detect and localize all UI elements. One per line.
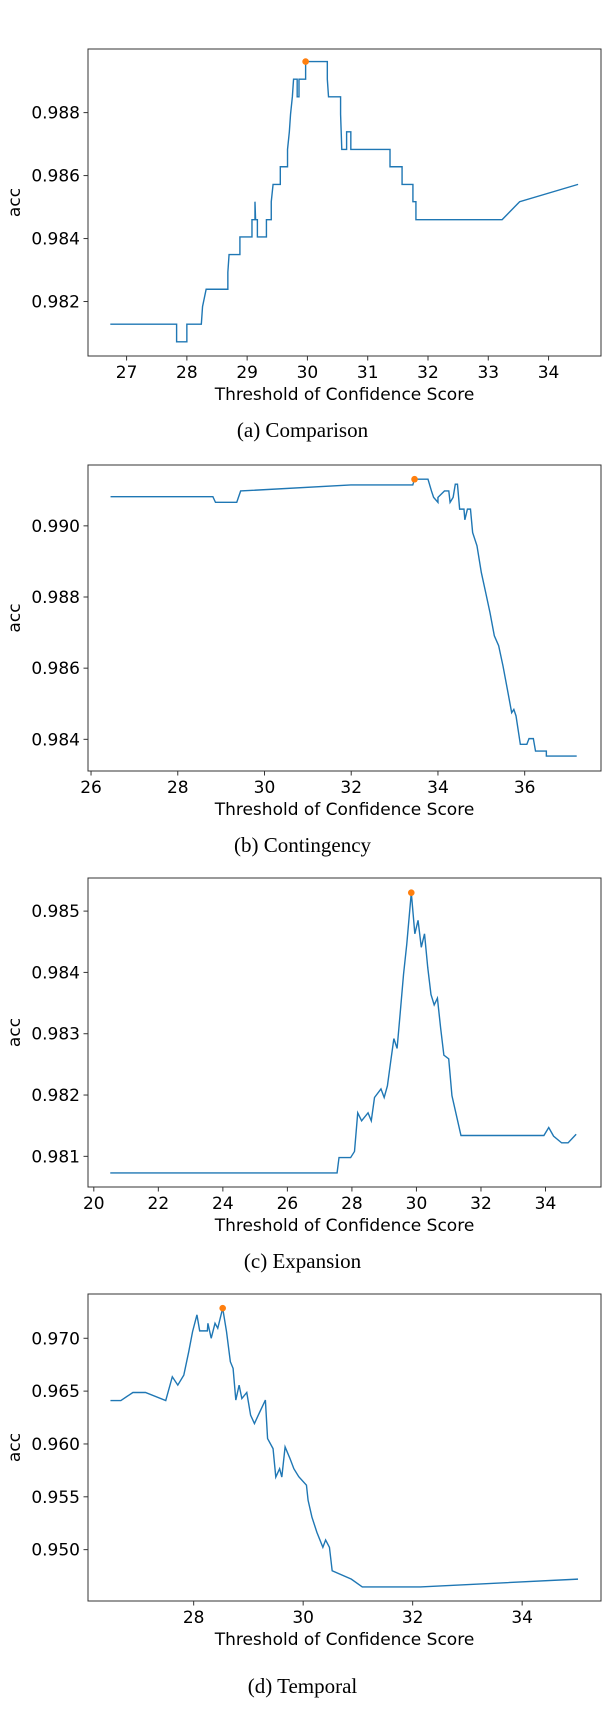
y-axis-label: acc [5,603,25,632]
x-tick-label: 32 [470,1194,492,1214]
max-point-marker [407,889,415,897]
x-tick-label: 34 [538,363,560,383]
caption-expansion: (c) Expansion [243,1249,362,1273]
y-tick-label: 0.955 [31,1488,80,1508]
x-tick-label: 28 [167,778,189,798]
y-axis-label: acc [5,1018,25,1047]
x-tick-label: 27 [116,363,138,383]
series-line [110,60,579,343]
x-tick-label: 34 [535,1194,557,1214]
x-tick-label: 30 [254,778,276,798]
x-axis-label: Threshold of Confidence Score [214,1216,475,1236]
y-tick-label: 0.983 [31,1025,80,1045]
y-tick-label: 0.985 [31,902,80,922]
x-tick-label: 20 [83,1194,105,1214]
y-tick-label: 0.986 [31,659,80,679]
max-point-marker [219,1304,226,1312]
x-tick-label: 28 [176,363,198,383]
y-axis-label: acc [5,188,25,217]
x-tick-label: 30 [297,363,319,383]
x-tick-label: 32 [340,778,362,798]
x-tick-label: 30 [292,1608,314,1628]
y-tick-label: 0.988 [31,104,80,124]
x-tick-label: 32 [402,1608,424,1628]
y-tick-label: 0.986 [31,167,80,187]
y-tick-label: 0.982 [31,1086,80,1106]
y-tick-label: 0.950 [31,1541,80,1561]
chart-contingency: 26 28 30 32 34 36 0.984 0.986 0.988 0.990 Threshol… [5,464,602,820]
y-tick-label: 0.970 [31,1329,80,1349]
x-tick-label: 28 [341,1194,363,1214]
x-tick-label: 29 [236,363,258,383]
panel-contingency: 26 28 30 32 34 36 0.984 0.986 0.988 0.990 Threshol… [5,464,602,857]
y-tick-label: 0.988 [31,588,80,608]
y-tick-label: 0.965 [31,1382,80,1402]
y-tick-label: 0.960 [31,1435,80,1455]
series-line [110,1307,579,1588]
panel-comparison: 27 28 29 30 31 32 33 34 0.982 0.984 0.986 0.988 Thre… [0,0,605,450]
x-tick-label: 30 [406,1194,428,1214]
x-tick-label: 34 [427,778,449,798]
chart-comparison: 27 28 29 30 31 32 33 34 0.982 0.984 0.986 0.988 Thre… [5,48,602,405]
axes-frame [87,1293,602,1602]
x-tick-label: 31 [357,363,379,383]
axes-frame [87,877,602,1188]
x-tick-label: 34 [511,1608,533,1628]
x-tick-label: 26 [277,1194,299,1214]
caption-contingency: (b) Contingency [233,833,372,857]
y-tick-label: 0.984 [31,730,80,750]
y-tick-label: 0.984 [31,230,80,250]
axes-frame [87,48,602,357]
y-tick-label: 0.981 [31,1147,80,1167]
panel-expansion: 20 22 24 26 28 30 32 34 0.981 0.982 0.983 0.984 0.98… [5,877,602,1273]
x-axis-label: Threshold of Confidence Score [214,800,475,820]
x-tick-label: 33 [477,363,499,383]
caption-comparison: (a) Comparison [236,418,369,442]
chart-expansion: 20 22 24 26 28 30 32 34 0.981 0.982 0.983 0.984 0.98… [5,877,602,1236]
y-axis-label: acc [5,1433,25,1462]
caption-temporal: (d) Temporal [247,1674,358,1698]
x-tick-label: 26 [80,778,102,798]
x-axis-label: Threshold of Confidence Score [214,1630,475,1650]
max-point-marker [411,475,418,483]
y-tick-label: 0.990 [31,517,80,537]
x-axis-label: Threshold of Confidence Score [214,385,475,405]
x-tick-label: 24 [212,1194,234,1214]
x-tick-label: 32 [417,363,439,383]
x-tick-label: 28 [183,1608,205,1628]
x-tick-label: 22 [148,1194,170,1214]
y-tick-label: 0.984 [31,963,80,983]
max-point-marker [302,58,309,65]
x-tick-label: 36 [514,778,536,798]
axes-frame [87,464,602,772]
y-tick-label: 0.982 [31,293,80,313]
